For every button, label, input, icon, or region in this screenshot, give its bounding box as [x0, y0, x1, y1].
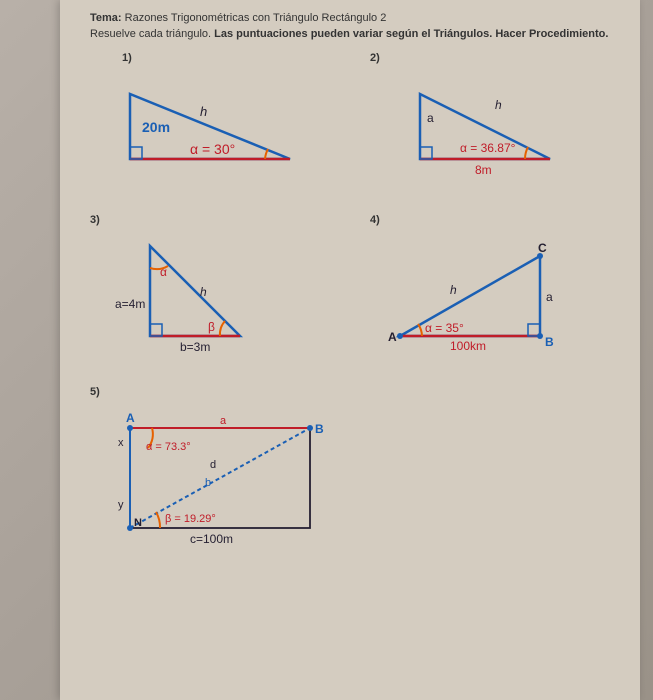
problem-4-num: 4)	[370, 214, 610, 226]
topic-line: Tema: Razones Trigonométricas con Triáng…	[90, 12, 610, 24]
p5-d: d	[210, 459, 216, 471]
p5-x: x	[118, 437, 124, 449]
p2-side-a: a	[427, 111, 434, 125]
triangle-3: a=4m α h β b=3m	[90, 226, 330, 376]
p3-alpha: α	[160, 265, 167, 279]
triangle-2: a h α = 36.87° 8m	[350, 64, 590, 194]
p5-a: a	[220, 415, 227, 427]
p1-side: 20m	[142, 119, 170, 135]
triangle-5: A B N x y a d b α = 73.3° β = 19.29° c=1…	[90, 398, 390, 568]
p1-angle: α = 30°	[190, 141, 235, 157]
p5-c: c=100m	[190, 532, 233, 546]
problem-5-num: 5)	[90, 386, 610, 398]
instruction-prefix: Resuelve cada triángulo.	[90, 28, 214, 40]
p3-beta: β	[208, 320, 215, 334]
p4-hyp: h	[450, 283, 457, 297]
p3-base: b=3m	[180, 340, 210, 354]
topic-prefix: Tema:	[90, 12, 125, 24]
p5-beta: β = 19.29°	[165, 513, 216, 525]
p3-hyp: h	[200, 285, 207, 299]
p4-A: A	[388, 330, 397, 344]
p2-base: 8m	[475, 163, 492, 177]
p4-angle: α = 35°	[425, 321, 464, 335]
problem-3-num: 3)	[90, 214, 350, 226]
p2-hyp: h	[495, 98, 502, 112]
p3-side-a: a=4m	[115, 297, 145, 311]
p4-B: B	[545, 335, 554, 349]
p5-B: B	[315, 422, 324, 436]
p5-N: N	[134, 517, 142, 529]
problem-1-num: 1)	[122, 52, 350, 64]
topic-text: Razones Trigonométricas con Triángulo Re…	[125, 12, 387, 24]
p5-b: b	[205, 477, 211, 489]
triangle-4: C A B h a α = 35° 100km	[350, 226, 590, 376]
p5-y: y	[118, 499, 124, 511]
p4-base: 100km	[450, 339, 486, 353]
triangle-1: 20m h α = 30°	[90, 64, 330, 194]
p4-C: C	[538, 241, 547, 255]
p5-alpha: α = 73.3°	[146, 441, 191, 453]
problem-2-num: 2)	[370, 52, 610, 64]
instruction-line: Resuelve cada triángulo. Las puntuacione…	[90, 28, 610, 40]
p4-side-a: a	[546, 290, 553, 304]
instruction-text: Las puntuaciones pueden variar según el …	[214, 28, 608, 40]
p2-angle: α = 36.87°	[460, 141, 516, 155]
p5-A: A	[126, 411, 135, 425]
p1-hyp: h	[200, 104, 207, 119]
